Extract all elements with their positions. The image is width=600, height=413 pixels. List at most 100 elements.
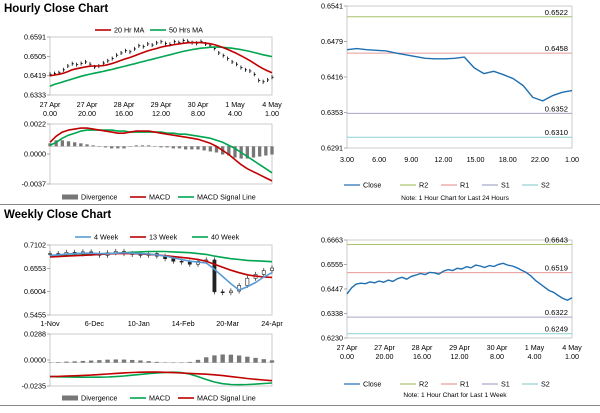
hourly-price-x-tick-label: 4.00 — [228, 109, 242, 118]
hourly-divergence-bar — [251, 146, 256, 158]
weekly-divergence-bar — [146, 361, 151, 363]
hourly-close-y-tick-label: 0.6479 — [321, 37, 343, 46]
hourly-close-y-tick-label: 0.6416 — [321, 73, 343, 82]
hourly-close-x-tick-label: 22.00 — [531, 155, 549, 164]
hourly-divergence-bar — [258, 146, 262, 157]
weekly-candle-body — [220, 291, 225, 293]
weekly-price-x-tick-label: 1-Nov — [40, 319, 60, 328]
hourly-divergence-bar — [245, 146, 249, 159]
hourly-close-x-tick-label: 12.00 — [434, 155, 452, 164]
weekly-macd-y-tick-label: 0.0288 — [24, 330, 46, 339]
hourly-price-x-tick-label: 20.00 — [78, 109, 96, 118]
hourly-price-x-tick-label: 28 Apr — [114, 100, 135, 109]
hourly-divergence-bar — [110, 146, 114, 149]
hourly-divergence-bar — [233, 146, 237, 158]
hourly-price-x-tick-label: 1 May — [225, 100, 245, 109]
weekly-divergence-bar — [269, 360, 275, 363]
weekly-price-y-tick-label: 0.6004 — [24, 287, 46, 296]
hourly-divergence-bar — [54, 140, 58, 147]
hourly-price-x-tick-label: 4 May — [262, 100, 282, 109]
weekly-divergence-bar — [212, 355, 217, 363]
weekly-close-x-tick-label: 4.00 — [528, 352, 542, 361]
hourly-macd-y-tick-label: 0.0022 — [24, 120, 46, 129]
weekly-price-x-tick-label: 20-Mar — [216, 319, 239, 328]
weekly-price-x-tick-label: 14-Feb — [172, 319, 195, 328]
weekly-legend-divergence-label: Divergence — [81, 394, 117, 403]
weekly-divergence-bar — [121, 359, 127, 363]
hourly-divergence-bar — [60, 140, 64, 147]
weekly-price-x-tick-label: 6-Dec — [85, 319, 105, 328]
hourly-divergence-bar — [270, 146, 274, 155]
hourly-legend-divergence-swatch — [62, 194, 78, 200]
weekly-close-x-tick-label: 1 May — [525, 343, 545, 352]
hourly-price-x-tick-label: 0.00 — [43, 109, 57, 118]
weekly-price-y-tick-label: 0.6553 — [24, 264, 46, 273]
weekly-divergence-bar — [245, 356, 250, 363]
hourly-price-x-tick-label: 27 Apr — [40, 100, 61, 109]
weekly-candle-body — [212, 259, 217, 293]
hourly-divergence-bar — [202, 146, 206, 151]
weekly-candle-body — [48, 253, 52, 255]
weekly-close-x-tick-label: 4 May — [562, 343, 582, 352]
hourly-legend-20hr-ma-label: 20 Hr MA — [114, 26, 145, 35]
weekly-divergence-bar — [195, 359, 201, 363]
weekly-candle-body — [261, 270, 266, 275]
weekly-close-level-r2-label: 0.6643 — [545, 236, 568, 245]
hourly-close-plot-area — [346, 5, 573, 149]
weekly-candle-body — [270, 267, 274, 271]
weekly-close-x-tick-label: 0.00 — [340, 352, 354, 361]
hourly-macd-y-tick-label: 0.0000 — [24, 150, 46, 159]
hourly-legend-50hr-ma-label: 50 Hrs MA — [169, 26, 203, 35]
weekly-divergence-bar — [228, 354, 234, 363]
hourly-divergence-bar — [116, 146, 120, 149]
hourly-divergence-bar — [140, 145, 145, 147]
hourly-close-level-r2-label: 0.6522 — [545, 8, 568, 17]
hourly-price-x-tick-label: 16.00 — [115, 109, 133, 118]
hourly-legend-macd-signal-label: MACD Signal Line — [197, 193, 256, 202]
weekly-close-x-tick-label: 28 Apr — [412, 343, 433, 352]
weekly-close-y-tick-label: 0.6230 — [321, 334, 343, 343]
weekly-candle-body — [187, 261, 192, 265]
weekly-close-note: Note: 1 Hour Chart for Last 1 Week — [403, 392, 507, 399]
hourly-divergence-bar — [91, 145, 95, 147]
hourly-close-close-line — [346, 47, 573, 102]
hourly-section-title: Hourly Close Chart — [4, 3, 109, 15]
weekly-legend-macd-signal-label: MACD Signal Line — [197, 394, 256, 403]
weekly-close-legend-r2-label: R2 — [419, 380, 428, 389]
section-divider — [0, 204, 600, 205]
hourly-price-x-tick-label: 29 Apr — [151, 100, 172, 109]
hourly-price-x-tick-label: 1.00 — [265, 109, 279, 118]
weekly-close-x-tick-label: 16.00 — [413, 352, 431, 361]
hourly-close-level-r1-label: 0.6458 — [545, 44, 568, 53]
hourly-divergence-bar — [159, 146, 163, 148]
hourly-close-x-tick-label: 15.00 — [467, 155, 485, 164]
hourly-price-y-tick-label: 0.6333 — [24, 91, 46, 100]
hourly-divergence-bar — [196, 146, 200, 150]
hourly-close-legend-r1-label: R1 — [460, 181, 469, 190]
weekly-legend-13wk-label: 13 Week — [149, 233, 178, 242]
weekly-divergence-bar — [154, 361, 160, 363]
hourly-price-y-tick-label: 0.6591 — [24, 33, 46, 42]
weekly-close-level-r1-label: 0.6519 — [545, 264, 568, 273]
weekly-close-x-tick-label: 27 Apr — [337, 343, 358, 352]
section-divider-bottom — [0, 405, 600, 406]
weekly-close-y-tick-label: 0.6663 — [321, 236, 343, 245]
hourly-divergence-bar — [208, 146, 212, 152]
hourly-divergence-bar — [264, 146, 268, 156]
weekly-close-x-tick-label: 20.00 — [376, 352, 394, 361]
weekly-candle-body — [179, 260, 184, 263]
weekly-close-x-tick-label: 30 Apr — [487, 343, 508, 352]
weekly-divergence-bar — [204, 357, 209, 363]
weekly-divergence-bar — [138, 360, 143, 363]
hourly-divergence-bar — [177, 146, 182, 149]
weekly-macd-y-tick-label: -0.0235 — [22, 382, 46, 391]
hourly-close-level-s2-label: 0.6310 — [545, 128, 568, 137]
hourly-price-x-tick-label: 12.00 — [152, 109, 170, 118]
weekly-divergence-bar — [130, 359, 135, 363]
hourly-close-legend-s2-label: S2 — [541, 181, 550, 190]
hourly-close-y-tick-label: 0.6353 — [321, 108, 343, 117]
weekly-close-close-line — [346, 262, 573, 301]
hourly-price-x-tick-label: 30 Apr — [188, 100, 209, 109]
weekly-candle-body — [245, 277, 250, 286]
